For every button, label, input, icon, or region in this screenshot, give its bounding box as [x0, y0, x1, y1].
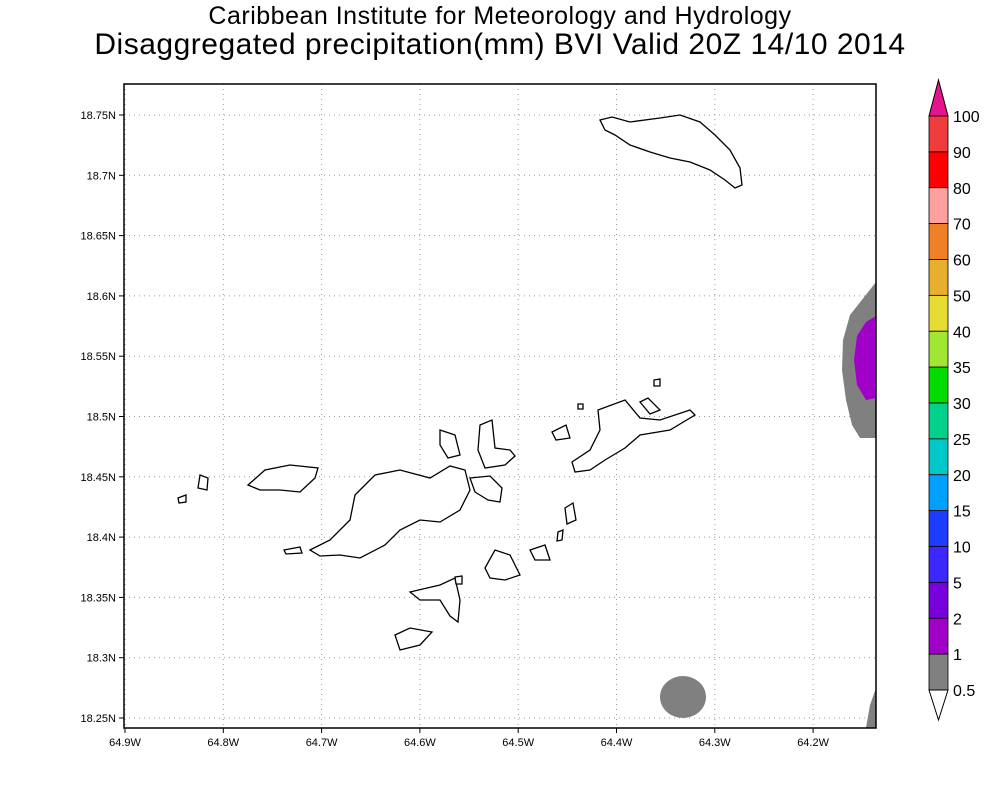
island-sandy-cay — [197, 474, 209, 491]
colorbar-segment — [928, 438, 949, 476]
colorbar-label: 10 — [953, 540, 971, 557]
island-marina-cay — [551, 424, 571, 441]
colorbar-segment — [928, 474, 949, 512]
colorbar-label: 30 — [953, 396, 971, 413]
colorbar-segment — [928, 366, 949, 404]
colorbar-segment — [928, 115, 949, 153]
colorbar-segment — [928, 151, 949, 189]
colorbar-label: 5 — [953, 575, 962, 592]
island-great-camanoe — [439, 429, 461, 459]
lon-tick-label: 64.5W — [502, 737, 534, 749]
lat-tick-label: 18.25N — [81, 713, 117, 725]
title-product: Disaggregated precipitation(mm) BVI Vali… — [94, 28, 906, 61]
precipitation-areas — [660, 282, 876, 728]
colorbar-segment — [928, 294, 949, 332]
colorbar-label: 25 — [953, 432, 971, 449]
colorbar-label: 15 — [953, 504, 971, 521]
island-west-cay — [177, 494, 187, 504]
colorbar-label: 80 — [953, 181, 971, 198]
island-jost-van-dyke — [246, 464, 319, 493]
colorbar: 100 90 80 70 60 50 40 35 30 25 20 15 10 5 2 1 0.5 — [928, 78, 980, 722]
islands — [177, 114, 743, 651]
island-necker — [653, 378, 661, 387]
precip-area-gray-southeast — [866, 688, 876, 728]
lat-tick-label: 18.7N — [87, 170, 116, 182]
island-norman — [394, 627, 434, 651]
colorbar-segment — [928, 259, 949, 296]
colorbar-segment — [928, 510, 949, 547]
colorbar-label: 90 — [953, 145, 971, 162]
axes: 64.9W 64.8W 64.7W 64.6W 64.5W 64.4W 64.3W 64.2W… — [81, 110, 830, 749]
colorbar-label: 35 — [953, 360, 971, 377]
colorbar-segment — [928, 223, 949, 260]
lon-tick-label: 64.2W — [797, 737, 829, 749]
lat-tick-label: 18.45N — [81, 472, 117, 484]
colorbar-segment — [928, 581, 949, 619]
map-frame — [123, 83, 877, 729]
island-anegada — [599, 114, 743, 189]
island-little-thatch — [283, 546, 303, 555]
colorbar-segment — [928, 653, 949, 691]
colorbar-label: 100 — [953, 109, 980, 126]
colorbar-label: 20 — [953, 468, 971, 485]
island-peter — [408, 577, 461, 624]
colorbar-bottom-arrow — [928, 689, 949, 722]
precip-area-gray-south — [660, 676, 706, 718]
lon-tick-label: 64.6W — [404, 737, 436, 749]
island-beef — [469, 475, 503, 503]
island-small-north — [577, 403, 584, 410]
lat-tick-label: 18.5N — [87, 412, 116, 424]
lat-tick-label: 18.75N — [81, 110, 117, 122]
lon-tick-label: 64.7W — [306, 737, 338, 749]
colorbar-label: 60 — [953, 253, 971, 270]
lat-tick-label: 18.6N — [87, 291, 116, 303]
island-fallen-jerusalem — [564, 501, 577, 525]
lat-tick-label: 18.55N — [81, 351, 117, 363]
colorbar-label: 0.5 — [953, 683, 975, 700]
lon-tick-label: 64.9W — [109, 737, 141, 749]
island-tortola — [308, 465, 471, 559]
colorbar-label: 40 — [953, 324, 971, 341]
island-small-south — [454, 575, 463, 585]
lon-tick-label: 64.3W — [699, 737, 731, 749]
island-mosquito — [638, 397, 662, 415]
lon-tick-label: 64.8W — [207, 737, 239, 749]
colorbar-segment — [928, 402, 949, 440]
precip-area-purple-east — [854, 316, 876, 400]
lat-tick-label: 18.3N — [87, 653, 116, 665]
island-round-rock — [556, 528, 564, 542]
colorbar-label: 2 — [953, 611, 962, 628]
colorbar-label: 1 — [953, 647, 962, 664]
lat-tick-label: 18.35N — [81, 592, 117, 604]
grid-lines — [124, 84, 876, 728]
colorbar-segment — [928, 546, 949, 583]
lat-tick-label: 18.65N — [81, 231, 117, 243]
island-virgin-gorda — [571, 399, 697, 473]
colorbar-label: 50 — [953, 288, 971, 305]
title-institute: Caribbean Institute for Meteorology and … — [208, 2, 792, 30]
colorbar-label: 70 — [953, 217, 971, 234]
island-ginger — [529, 544, 551, 561]
colorbar-segment — [928, 330, 949, 368]
colorbar-top-arrow — [928, 78, 949, 117]
lon-tick-label: 64.4W — [601, 737, 633, 749]
island-guana — [477, 419, 516, 469]
colorbar-segment — [928, 617, 949, 655]
island-cooper — [484, 549, 521, 581]
colorbar-segment — [928, 187, 949, 225]
lat-tick-label: 18.4N — [87, 532, 116, 544]
